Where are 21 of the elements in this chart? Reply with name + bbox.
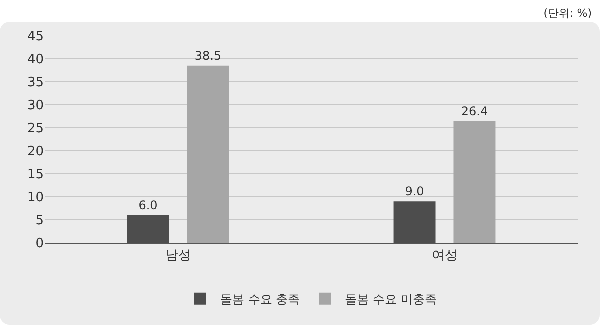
legend-label: 돌봄 수요 충족 [220,292,300,307]
y-tick-label: 10 [27,190,44,206]
legend-label: 돌봄 수요 미충족 [345,292,437,307]
data-label: 6.0 [138,198,158,212]
y-tick-label: 15 [27,168,44,183]
y-tick-label: 40 [27,52,44,68]
y-tick-label: 25 [27,122,44,137]
data-label: 26.4 [461,104,488,119]
y-tick-label: 20 [27,144,44,160]
x-tick-label: 남성 [165,248,192,264]
y-tick-label: 45 [27,30,44,45]
bar [187,66,230,243]
data-label: 9.0 [405,184,424,199]
data-label: 38.5 [194,48,222,63]
text: (단위: %) [544,7,592,20]
x-tick-label: 여성 [432,248,458,264]
y-tick-label: 35 [27,76,44,91]
bar [454,122,496,243]
y-tick-label: 5 [36,214,44,229]
y-tick-label: 30 [27,98,44,114]
y-tick-label: 0 [36,236,44,252]
